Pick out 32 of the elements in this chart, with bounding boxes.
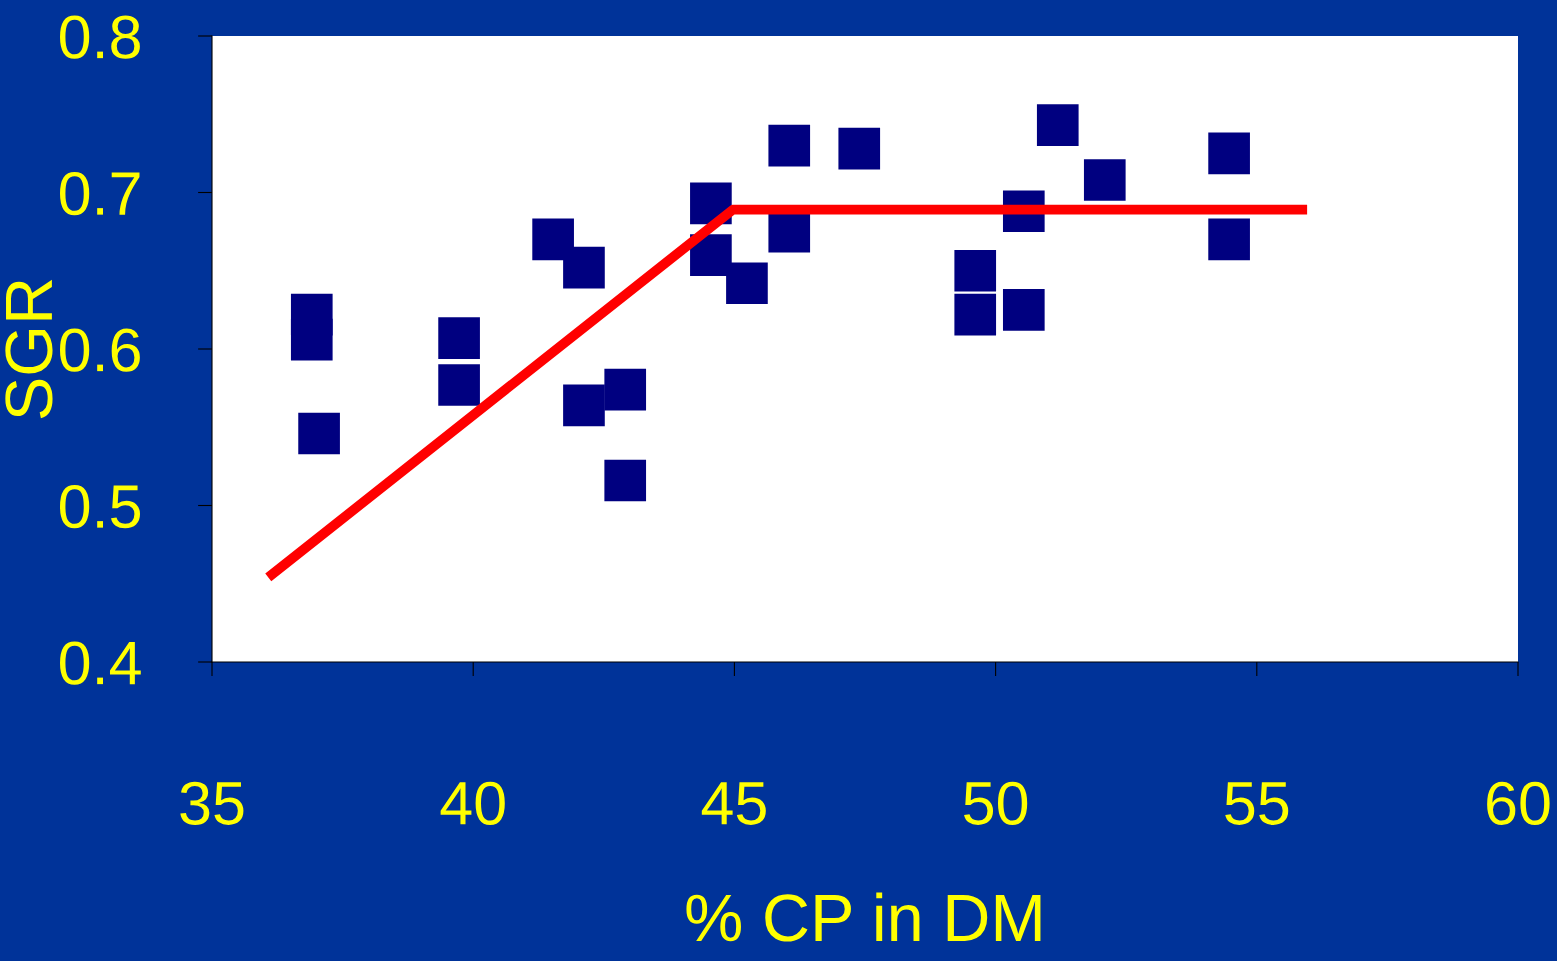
point [954, 249, 997, 292]
point [438, 317, 480, 359]
x-axis-title: % CP in DM [686, 892, 1041, 942]
point [438, 364, 480, 406]
x-tick-label: 35 [180, 781, 244, 825]
point [563, 384, 605, 427]
y-tick-label: 0.5 [60, 484, 140, 529]
point [768, 124, 811, 167]
point [563, 246, 605, 289]
point [1002, 289, 1045, 331]
x-tick-label: 55 [1225, 782, 1289, 825]
point [604, 459, 647, 502]
point [604, 368, 647, 411]
point [954, 293, 997, 336]
point [298, 412, 340, 455]
point [838, 127, 881, 170]
x-tick-label: 60 [1487, 781, 1550, 825]
y-tick-label: 0.7 [60, 171, 140, 216]
y-tick-label: 0.8 [60, 15, 140, 59]
point [532, 218, 574, 261]
x-tick-label: 50 [964, 781, 1028, 825]
point [726, 262, 768, 305]
x-tick-label: 45 [701, 782, 766, 825]
point [290, 318, 333, 361]
point [1083, 159, 1126, 201]
point [1208, 218, 1250, 261]
y-tick-label: 0.4 [60, 641, 141, 685]
y-axis-title: SGR [5, 279, 53, 419]
x-tick-label: 40 [440, 781, 505, 825]
point [1208, 132, 1250, 175]
y-tick-label: 0.6 [60, 328, 140, 372]
point [1036, 104, 1079, 147]
